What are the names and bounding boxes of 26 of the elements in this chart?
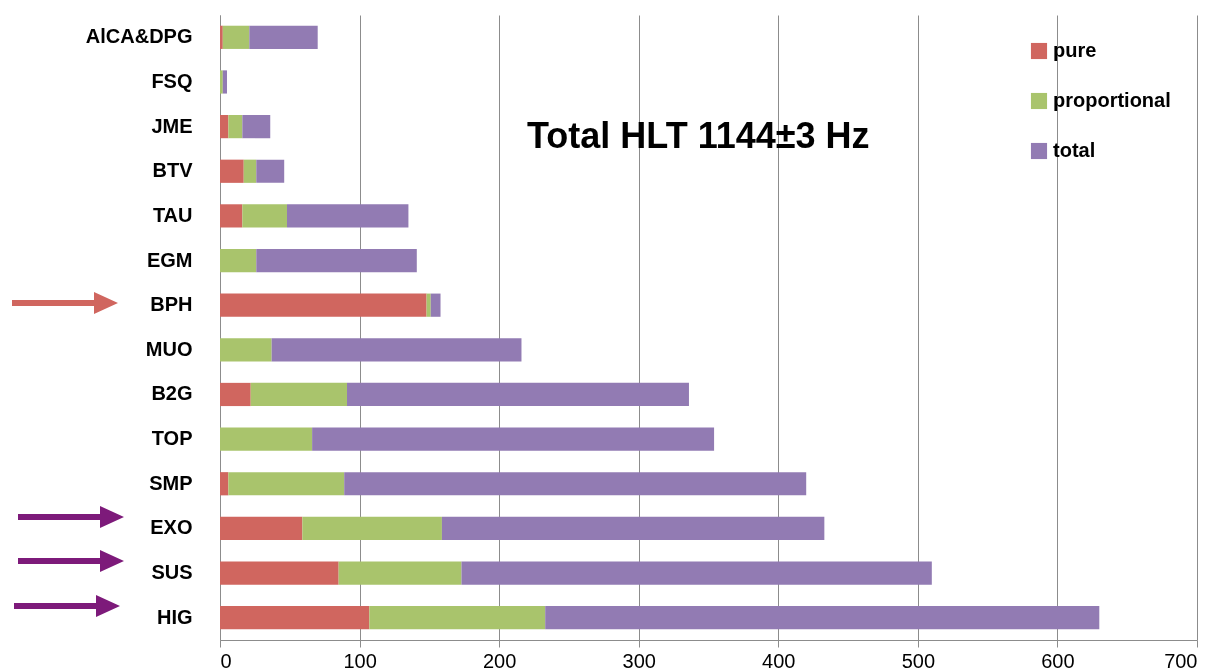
legend-label: total xyxy=(1053,139,1096,161)
y-tick-label: EGM xyxy=(146,248,193,271)
x-tick-label: 200 xyxy=(482,649,517,669)
x-tick-label: 500 xyxy=(901,649,936,669)
x-tick-label: 600 xyxy=(1041,649,1075,669)
x-tick-label: 300 xyxy=(622,649,656,669)
y-tick-label: MUO xyxy=(145,337,193,360)
y-tick-label: TAU xyxy=(152,203,193,226)
y-tick-label: FSQ xyxy=(151,69,193,92)
y-tick-label: BTV xyxy=(152,159,194,182)
x-tick-label: 0 xyxy=(220,649,232,669)
y-tick-label: B2G xyxy=(151,382,193,405)
legend-label: pure xyxy=(1053,39,1097,61)
x-tick-label: 400 xyxy=(762,649,796,669)
x-tick-label: 100 xyxy=(343,649,377,669)
y-tick-label: BPH xyxy=(150,293,193,316)
y-tick-label: HIG xyxy=(156,605,193,628)
y-tick-label: EXO xyxy=(150,516,193,539)
legend-label: proportional xyxy=(1053,89,1171,111)
y-tick-label: SUS xyxy=(151,561,193,584)
y-tick-label: JME xyxy=(151,114,193,137)
y-tick-label: TOP xyxy=(151,427,193,450)
annotation: Total HLT 1144±3 Hz xyxy=(527,115,870,156)
y-tick-label: SMP xyxy=(149,471,193,494)
x-tick-label: 700 xyxy=(1164,649,1198,669)
y-tick-label: AlCA&DPG xyxy=(85,25,193,48)
